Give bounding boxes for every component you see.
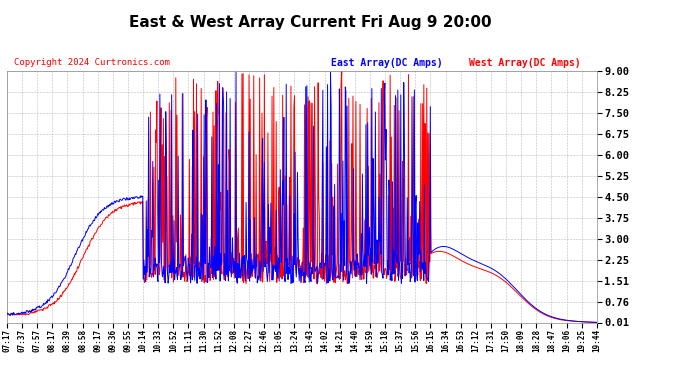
Text: East & West Array Current Fri Aug 9 20:00: East & West Array Current Fri Aug 9 20:0… [129, 15, 492, 30]
Text: Copyright 2024 Curtronics.com: Copyright 2024 Curtronics.com [14, 58, 170, 67]
Text: East Array(DC Amps): East Array(DC Amps) [331, 58, 443, 68]
Text: West Array(DC Amps): West Array(DC Amps) [469, 58, 581, 68]
